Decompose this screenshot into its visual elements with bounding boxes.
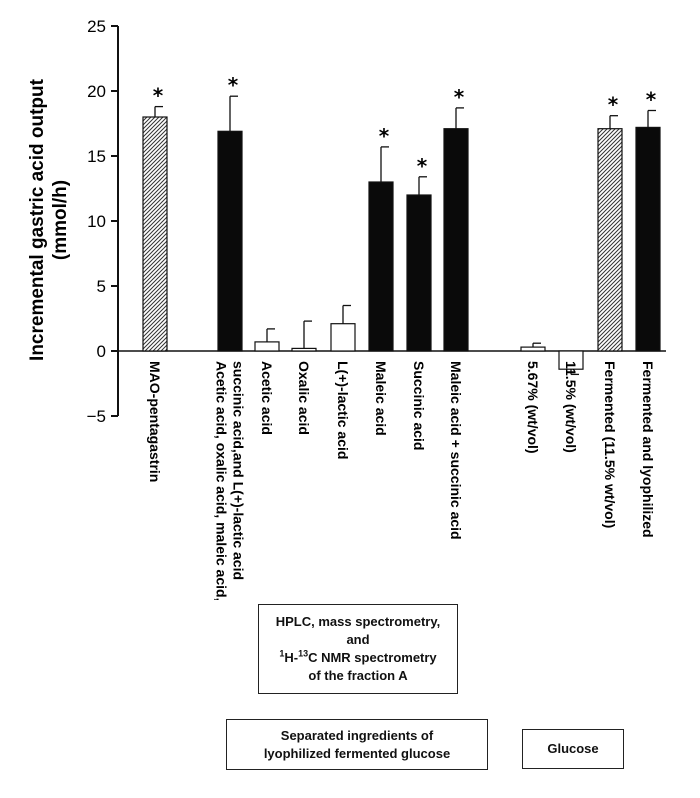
significance-marker: * <box>646 88 657 112</box>
y-tick-label: 20 <box>87 82 106 101</box>
fraction-box-line2: and <box>346 632 370 647</box>
significance-marker: * <box>379 124 390 148</box>
x-tick-label: Maleic acid + succinic acid <box>448 361 464 540</box>
separated-box-line1: Separated ingredients of <box>280 727 434 743</box>
y-tick-label: 5 <box>97 277 106 296</box>
fraction-box-sup2: 13 <box>298 648 309 659</box>
bar <box>520 346 546 352</box>
x-tick-label: succinic acid,and L(+)-lactic acid <box>231 361 247 580</box>
y-tick-label: −5 <box>87 407 106 426</box>
significance-marker: * <box>417 154 428 178</box>
x-tick-label: Succinic acid <box>411 361 427 450</box>
bar <box>254 341 280 352</box>
bar <box>597 128 623 352</box>
y-axis-label: Incremental gastric acid output <box>27 78 48 361</box>
axes: −5 0 5 10 15 20 25 <box>87 17 666 426</box>
significance-marker: * <box>153 84 164 108</box>
bar <box>330 323 356 352</box>
x-tick-label: L(+)-lactic acid <box>335 361 351 459</box>
fraction-box-line1: HPLC, mass spectrometry, <box>275 614 441 629</box>
bar <box>406 194 432 352</box>
fraction-box-sup1: 1 <box>279 648 285 659</box>
bar <box>368 181 394 352</box>
fraction-box-line3-b: C NMR spectrometry <box>308 650 437 665</box>
x-tick-label: Fermented and lyophilized <box>640 361 656 538</box>
glucose-box: Glucose <box>522 729 624 769</box>
bar <box>142 116 168 352</box>
significance-marker: * <box>608 93 619 117</box>
bar <box>635 126 661 352</box>
fraction-a-analysis-box: HPLC, mass spectrometry, and 1H-13C NMR … <box>258 604 458 694</box>
bar <box>291 347 317 352</box>
significance-marker: * <box>228 73 239 97</box>
y-tick-label: 15 <box>87 147 106 166</box>
fraction-box-line3-a: H- <box>284 650 299 665</box>
fraction-box-line4: of the fraction A <box>308 668 408 683</box>
x-tick-label: 5.67% (wt/vol) <box>525 361 541 454</box>
fraction-box-line3: 1H-13C NMR spectrometry <box>279 649 436 667</box>
separated-ingredients-box: Separated ingredients of lyophilized fer… <box>226 719 488 770</box>
bars: * * * * * * * <box>142 73 661 376</box>
bar <box>443 128 469 352</box>
x-tick-label: 11.5% (wt/vol) <box>563 361 579 453</box>
glucose-box-label: Glucose <box>547 741 599 756</box>
bar-chart: Incremental gastric acid output (mmol/h)… <box>27 17 666 600</box>
separated-box-line2: lyophilized fermented glucose <box>263 745 451 761</box>
y-tick-label: 0 <box>97 342 106 361</box>
x-tick-label: Acetic acid <box>259 361 275 435</box>
x-tick-labels: MAO-pentagastrin Acetic acid, oxalic acid… <box>147 361 656 600</box>
x-tick-label: Acetic acid, oxalic acid, maleic acid, <box>214 361 230 600</box>
significance-marker: * <box>454 85 465 109</box>
y-axis-unit: (mmol/h) <box>50 180 71 260</box>
x-tick-label: Oxalic acid <box>296 361 312 435</box>
x-tick-label: MAO-pentagastrin <box>147 361 163 482</box>
y-tick-label: 25 <box>87 17 106 36</box>
x-tick-label: Fermented (11.5% wt/vol) <box>602 361 618 528</box>
bar <box>217 130 243 352</box>
y-tick-label: 10 <box>87 212 106 231</box>
y-axis-title: Incremental gastric acid output (mmol/h) <box>27 78 71 361</box>
x-tick-label: Maleic acid <box>373 361 389 436</box>
